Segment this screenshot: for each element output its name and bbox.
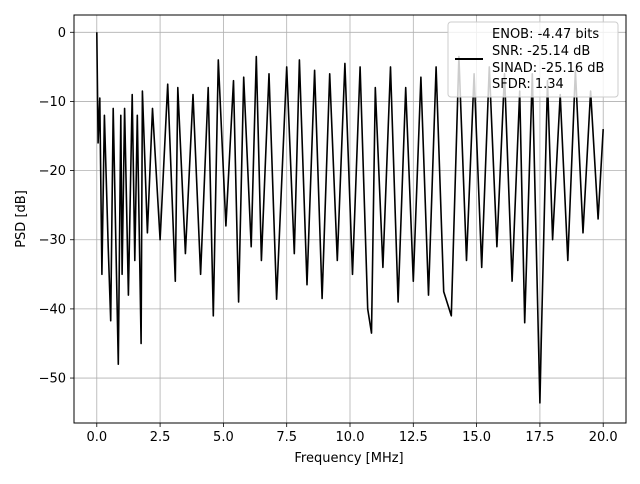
legend-entry-sinad: SINAD: -25.16 dB [492,61,604,76]
y-tick-label: −40 [39,302,66,317]
y-tick-label: −10 [39,95,66,110]
x-tick-label: 15.0 [462,430,491,445]
x-tick-label: 20.0 [589,430,618,445]
x-axis-label: Frequency [MHz] [294,451,403,466]
axis-ticks: 0.0 2.5 5.0 7.5 10.0 12.5 15.0 17.5 20.0 0 −10 −20 −… [39,26,618,445]
legend: ENOB: -4.47 bits SNR: -25.14 dB SINAD: -… [447,21,619,98]
y-tick-label: −20 [39,164,66,179]
x-tick-label: 2.5 [150,430,171,445]
legend-entry-enob: ENOB: -4.47 bits [492,27,599,42]
psd-series [96,32,604,404]
x-tick-label: 5.0 [213,430,234,445]
y-tick-label: 0 [58,26,66,41]
legend-box [447,21,619,98]
x-tick-label: 0.0 [86,430,107,445]
x-tick-label: 12.5 [399,430,428,445]
legend-entry-snr: SNR: -25.14 dB [492,44,590,59]
psd-series-line [96,32,604,404]
y-tick-label: −30 [39,233,66,248]
y-tick-label: −50 [39,372,66,387]
y-axis-label: PSD [dB] [14,190,29,248]
x-tick-label: 17.5 [525,430,554,445]
legend-entry-sfdr: SFDR: 1.34 [492,77,564,92]
x-tick-label: 7.5 [276,430,297,445]
x-tick-label: 10.0 [336,430,365,445]
